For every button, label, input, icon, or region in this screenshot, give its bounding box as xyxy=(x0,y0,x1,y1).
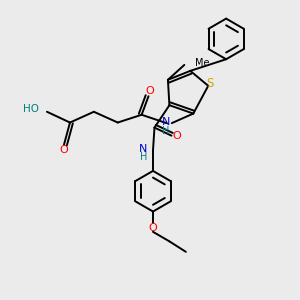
Text: H: H xyxy=(140,152,147,162)
Text: O: O xyxy=(172,131,181,141)
Text: Me: Me xyxy=(195,58,209,68)
Text: S: S xyxy=(207,77,214,90)
Text: N: N xyxy=(162,117,171,127)
Text: HO: HO xyxy=(22,104,39,114)
Text: O: O xyxy=(148,223,158,233)
Text: O: O xyxy=(145,86,154,96)
Text: H: H xyxy=(162,126,169,136)
Text: N: N xyxy=(139,144,147,154)
Text: O: O xyxy=(59,145,68,155)
